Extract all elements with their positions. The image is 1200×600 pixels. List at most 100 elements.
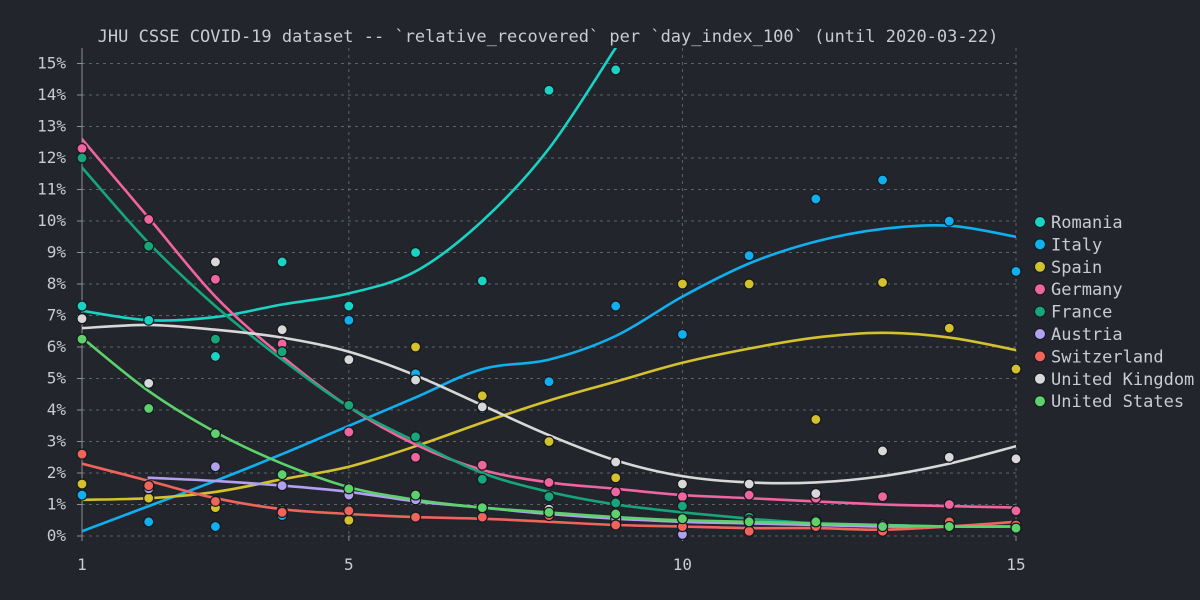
point-austria [209,461,222,473]
chart-title: JHU CSSE COVID-19 dataset -- `relative_r… [98,27,999,47]
point-germany [343,426,355,438]
point-romania [76,300,88,312]
y-tick-label: 2% [47,463,67,482]
y-tick-label: 11% [37,180,66,199]
point-germany [543,476,555,489]
axes: 0%1%2%3%4%5%6%7%8%9%10%11%12%13%14%15%1 5… [37,48,1026,574]
point-spain [409,341,422,353]
point-united-states [810,516,822,528]
point-france [409,431,422,443]
y-tick-label: 12% [37,148,66,167]
point-united-kingdom [810,487,822,500]
point-romania [209,350,222,363]
point-romania [610,64,622,76]
point-italy [1010,265,1022,277]
trend-line-romania [82,48,617,322]
point-united-kingdom [743,478,755,490]
point-switzerland [476,511,488,523]
y-tick-label: 8% [47,274,67,293]
point-italy [943,215,955,227]
point-romania [543,84,555,96]
point-united-states [1010,522,1022,534]
point-italy [743,250,755,262]
point-spain [1010,363,1022,375]
point-france [610,497,622,509]
legend-swatch-germany [1034,283,1046,296]
point-united-states [610,508,622,520]
legend-label-switzerland: Switzerland [1051,347,1164,367]
point-italy [343,314,355,326]
point-germany [409,451,422,463]
point-france [276,346,288,358]
point-germany [76,142,88,155]
point-germany [943,498,955,511]
point-switzerland [143,480,155,492]
point-united-kingdom [343,354,355,366]
point-switzerland [343,505,355,517]
y-tick-label: 5% [47,369,67,388]
trend-line-italy [82,223,1016,533]
trend-line-switzerland [82,462,1016,532]
legend-swatch-spain [1034,260,1046,273]
point-united-kingdom [76,313,88,325]
point-spain [810,413,822,426]
y-tick-label: 15% [37,54,66,73]
point-switzerland [276,506,288,518]
point-romania [276,256,288,268]
point-switzerland [76,448,88,460]
point-germany [676,491,689,503]
y-tick-label: 14% [37,85,66,104]
legend-label-spain: Spain [1051,258,1102,278]
point-germany [143,213,155,226]
point-italy [143,516,155,528]
point-united-states [276,468,288,481]
point-united-kingdom [409,374,422,386]
point-united-states [143,402,155,415]
legend-swatch-switzerland [1034,350,1046,363]
point-spain [743,278,755,290]
legend-label-romania: Romania [1051,213,1123,233]
point-spain [543,435,555,448]
legend-label-united-kingdom: United Kingdom [1051,370,1194,390]
point-united-states [876,520,889,533]
point-switzerland [610,519,622,531]
point-spain [476,390,488,402]
point-france [543,491,555,503]
point-united-kingdom [276,324,288,336]
y-tick-label: 3% [47,432,67,451]
point-united-states [476,502,488,514]
point-united-states [76,333,88,345]
legend-swatch-romania [1034,216,1046,228]
legend-label-germany: Germany [1051,280,1123,300]
point-switzerland [209,495,222,507]
point-italy [76,489,88,501]
point-united-kingdom [1010,453,1022,465]
point-united-kingdom [143,377,155,389]
point-italy [610,300,622,312]
point-italy [810,193,822,205]
trend-line-germany [82,137,1016,509]
y-tick-label: 13% [37,117,66,136]
y-tick-label: 7% [47,306,67,325]
point-romania [343,300,355,312]
point-france [676,500,689,512]
point-united-kingdom [610,456,622,468]
point-austria [276,480,288,492]
trend-line-united-kingdom [82,323,1016,485]
point-germany [876,491,889,503]
data-points [76,64,1022,541]
y-tick-label: 10% [37,211,66,230]
trend-lines [82,48,1016,533]
point-spain [76,478,88,490]
point-germany [209,273,222,285]
legend-swatch-united-kingdom [1034,372,1046,385]
legend-swatch-france [1034,305,1046,318]
legend-label-united-states: United States [1051,392,1184,412]
point-switzerland [743,525,755,537]
point-spain [343,514,355,526]
point-italy [209,520,222,533]
point-germany [476,459,488,471]
y-tick-label: 1% [47,495,67,514]
